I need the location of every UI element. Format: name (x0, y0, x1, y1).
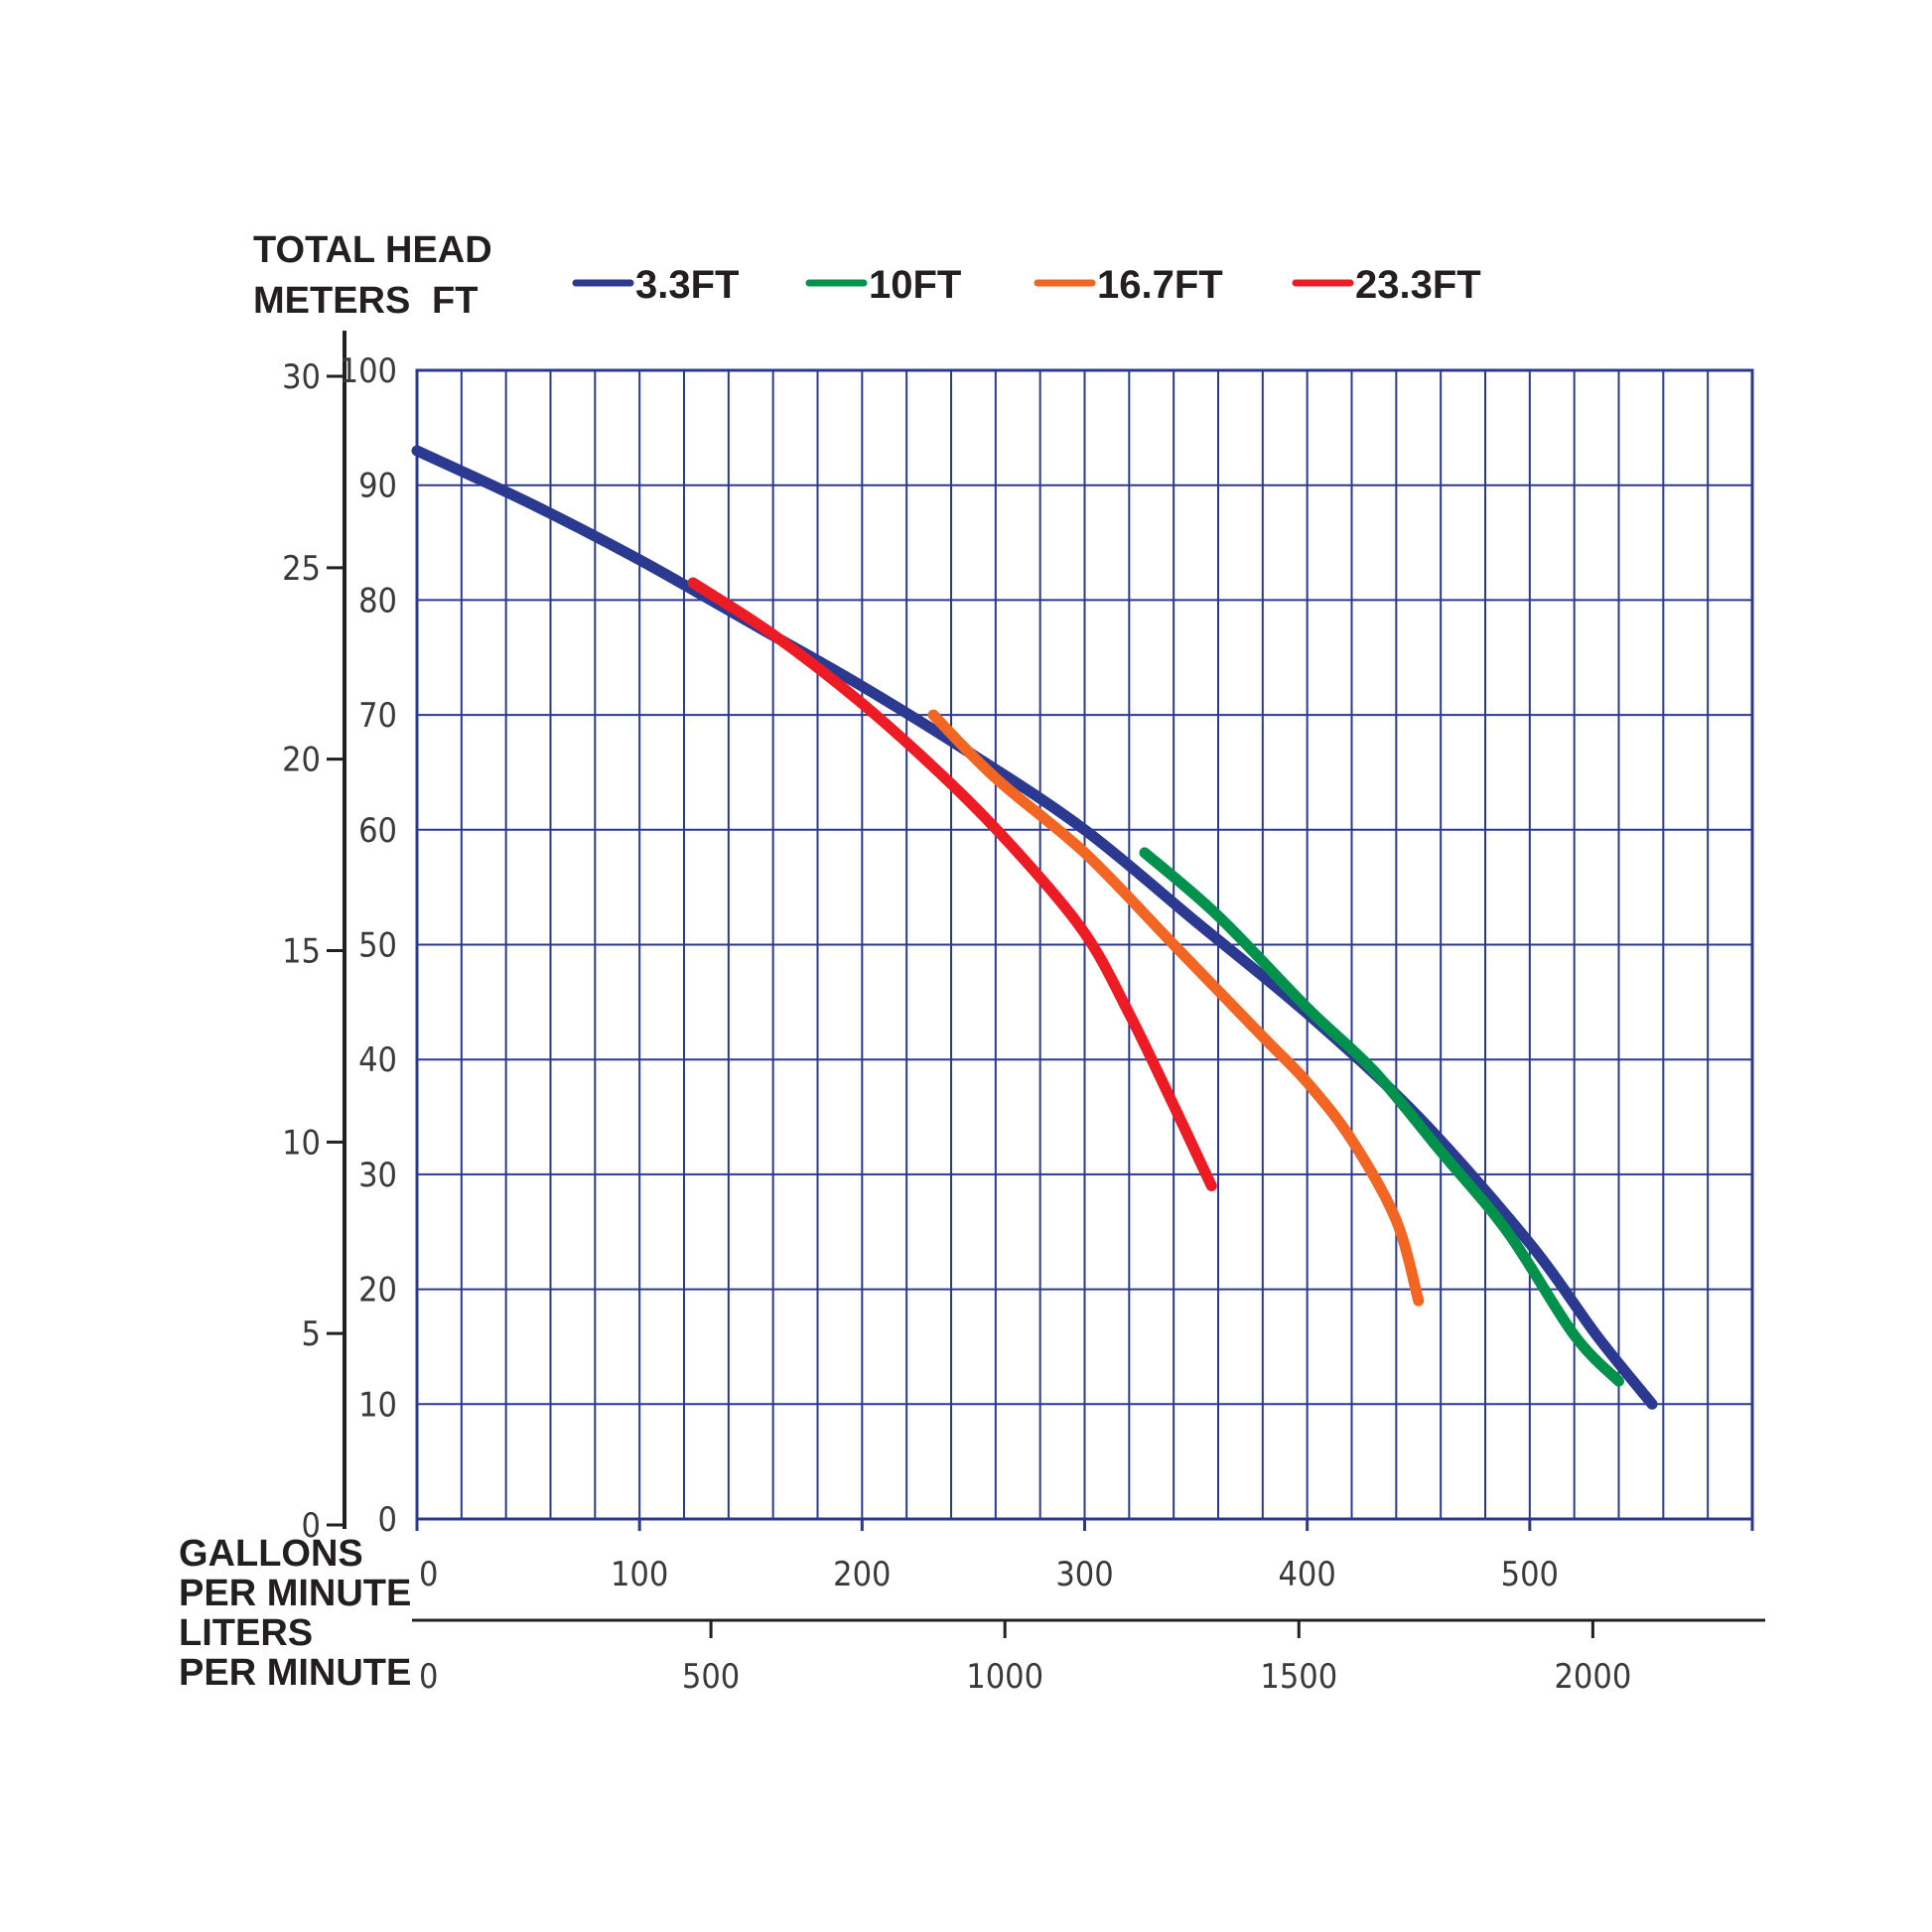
m-tick-label: 10 (282, 1123, 321, 1163)
ft-tick-label: 70 (358, 696, 397, 736)
ft-tick-label: 0 (378, 1500, 397, 1540)
ft-tick-label: 50 (358, 926, 397, 966)
ft-tick-label: 60 (358, 811, 397, 851)
gpm-tick-label: 300 (1055, 1555, 1113, 1594)
m-tick-label: 0 (302, 1506, 321, 1546)
x-axis-lpm-label-line1: LITERS (179, 1612, 313, 1654)
y-axis-title: TOTAL HEAD (253, 229, 492, 271)
ft-tick-label: 20 (358, 1271, 397, 1311)
ft-tick-label: 40 (358, 1040, 397, 1080)
x-axis-gpm-label-line1: GALLONS (179, 1533, 363, 1575)
y-axis-feet-label: FT (432, 280, 478, 322)
gpm-tick-label: 400 (1278, 1555, 1335, 1594)
m-tick-label: 15 (282, 932, 321, 972)
series-lines (411, 445, 1658, 1410)
x-axis-gpm-label-line2: PER MINUTE (179, 1573, 411, 1614)
series-line-3-3ft (411, 445, 1658, 1410)
m-tick-label: 25 (282, 549, 321, 589)
gpm-tick-label: 500 (1501, 1555, 1559, 1594)
lpm-tick-label: 500 (682, 1657, 740, 1697)
m-tick-label: 30 (282, 357, 321, 397)
series-line-10ft (1139, 847, 1624, 1387)
legend-label-10ft: 10FT (869, 263, 961, 307)
lpm-tick-label: 0 (419, 1657, 438, 1697)
legend-label-3-3ft: 3.3FT (635, 263, 739, 307)
y-axis-meters-label: METERS (253, 280, 410, 322)
series-line-23-3ft (687, 577, 1217, 1191)
ft-tick-label: 100 (340, 351, 397, 391)
ft-tick-label: 80 (358, 581, 397, 621)
legend: 3.3FT 10FT 16.7FT 23.3FT (572, 263, 1481, 307)
gpm-tick-label: 0 (419, 1555, 438, 1594)
gpm-tick-label: 100 (611, 1555, 668, 1594)
ft-tick-label: 30 (358, 1156, 397, 1195)
gpm-tick-label: 200 (833, 1555, 891, 1594)
x-axis-lpm-label-line2: PER MINUTE (179, 1652, 411, 1694)
ft-tick-label: 90 (358, 467, 397, 506)
lpm-tick-label: 1000 (966, 1657, 1043, 1697)
lpm-tick-label: 1500 (1260, 1657, 1337, 1697)
m-tick-label: 5 (302, 1314, 321, 1354)
series-line-16-7ft (927, 709, 1425, 1307)
m-tick-label: 20 (282, 741, 321, 780)
legend-label-16-7ft: 16.7FT (1097, 263, 1223, 307)
ft-tick-label: 10 (358, 1385, 397, 1425)
axes (327, 331, 1765, 1638)
lpm-tick-label: 2000 (1554, 1657, 1631, 1697)
legend-label-23-3ft: 23.3FT (1355, 263, 1481, 307)
